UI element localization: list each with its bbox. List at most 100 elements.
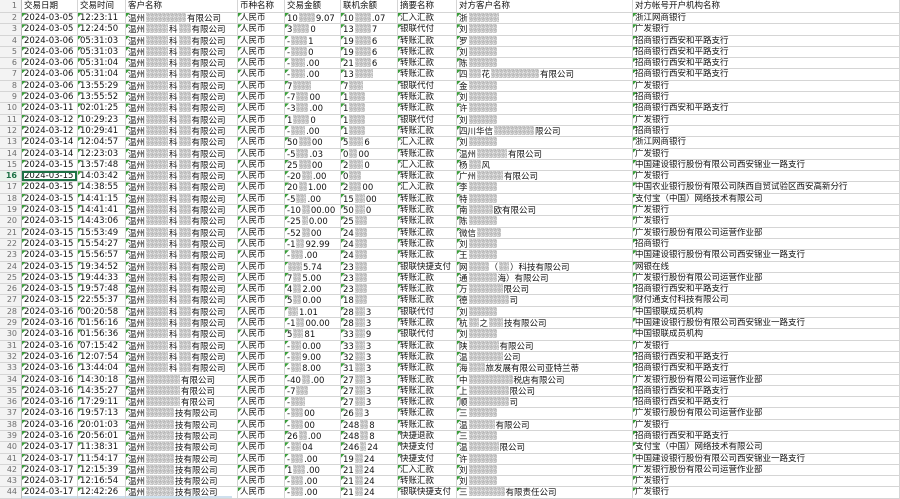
- cell-currency-row30[interactable]: 人民币: [238, 329, 285, 341]
- cell-counterparty-row5[interactable]: 刘: [457, 46, 633, 59]
- cell-summary-row8[interactable]: 银联代付: [398, 80, 457, 93]
- cell-bank-row34[interactable]: 广发银行股份有限公司运营作业部: [633, 374, 900, 386]
- cell-summary-row43[interactable]: 转账汇款: [398, 476, 457, 488]
- cell-currency-row26[interactable]: 人民币: [238, 284, 285, 296]
- cell-counterparty-row10[interactable]: 许: [457, 103, 633, 115]
- cell-summary-row11[interactable]: 银联代付: [398, 114, 457, 126]
- cell-currency-row31[interactable]: 人民币: [238, 340, 285, 352]
- cell-currency-row13[interactable]: 人民币: [238, 137, 285, 149]
- cell-date-row39[interactable]: 2024-03-16: [22, 430, 78, 443]
- cell-customer-row34[interactable]: 温州 有限公司: [126, 374, 238, 386]
- cell-balance-row44[interactable]: 21 24: [341, 487, 398, 499]
- cell-customer-row25[interactable]: 温州科有限公司: [126, 272, 238, 285]
- cell-bank-row39[interactable]: 招商银行西安和平路支行: [633, 430, 900, 443]
- cell-currency-row15[interactable]: 人民币: [238, 159, 285, 172]
- cell-time-row19[interactable]: 14:41:41: [78, 205, 126, 217]
- cell-date-row4[interactable]: 2024-03-06: [22, 35, 78, 47]
- cell-time-row40[interactable]: 11:38:31: [78, 442, 126, 454]
- cell-bank-row31[interactable]: 广发银行: [633, 340, 900, 352]
- cell-date-row36[interactable]: 2024-03-16: [22, 397, 78, 409]
- cell-counterparty-row33[interactable]: 海旅发展有限公司亚特兰蒂: [457, 363, 633, 375]
- cell-date-row24[interactable]: 2024-03-15: [22, 261, 78, 273]
- cell-bank-row30[interactable]: 中国银联成员机构: [633, 329, 900, 341]
- cell-currency-row16[interactable]: 人民币: [238, 171, 285, 183]
- cell-summary-row31[interactable]: 转账汇款: [398, 340, 457, 352]
- cell-customer-row35[interactable]: 温州 有限公司: [126, 385, 238, 398]
- cell-date-row44[interactable]: 2024-03-17: [22, 487, 78, 499]
- cell-balance-row8[interactable]: 7: [341, 80, 398, 93]
- cell-date-row25[interactable]: 2024-03-15: [22, 272, 78, 285]
- cell-time-row4[interactable]: 05:31:03: [78, 35, 126, 47]
- row-header-22[interactable]: 22: [0, 238, 22, 251]
- cell-time-row27[interactable]: 22:55:37: [78, 295, 126, 307]
- cell-bank-row17[interactable]: 中国农业银行股份有限公司陕西自贸试验区西安高新分行: [633, 182, 900, 194]
- cell-time-row5[interactable]: 05:31:03: [78, 46, 126, 59]
- cell-amount-row31[interactable]: -0.00: [285, 340, 341, 352]
- cell-date-row8[interactable]: 2024-03-06: [22, 80, 78, 93]
- cell-counterparty-row39[interactable]: 三: [457, 430, 633, 443]
- cell-bank-row40[interactable]: 支付宝（中国）网络技术有限公司: [633, 442, 900, 454]
- header-cell-amount[interactable]: 交易金额: [285, 0, 341, 13]
- row-header-20[interactable]: 20: [0, 216, 22, 228]
- cell-customer-row3[interactable]: 温州科有限公司: [126, 24, 238, 36]
- cell-balance-row37[interactable]: 26 3: [341, 408, 398, 420]
- cell-bank-row11[interactable]: 广发银行: [633, 114, 900, 126]
- cell-amount-row4[interactable]: -1: [285, 35, 341, 47]
- cell-currency-row38[interactable]: 人民币: [238, 419, 285, 431]
- cell-summary-row34[interactable]: 转账汇款: [398, 374, 457, 386]
- cell-balance-row3[interactable]: 13 7: [341, 24, 398, 36]
- cell-time-row9[interactable]: 13:55:52: [78, 92, 126, 104]
- cell-customer-row11[interactable]: 温州科有限公司: [126, 114, 238, 126]
- cell-amount-row13[interactable]: 50 00: [285, 137, 341, 149]
- cell-time-row29[interactable]: 01:56:16: [78, 318, 126, 330]
- cell-currency-row33[interactable]: 人民币: [238, 363, 285, 375]
- cell-amount-row28[interactable]: 1.01: [285, 306, 341, 319]
- cell-summary-row19[interactable]: 转账汇款: [398, 205, 457, 217]
- cell-amount-row2[interactable]: 10 9.07: [285, 13, 341, 25]
- row-header-4[interactable]: 4: [0, 35, 22, 47]
- cell-date-row26[interactable]: 2024-03-15: [22, 284, 78, 296]
- cell-bank-row35[interactable]: 招商银行西安和平路支行: [633, 385, 900, 398]
- cell-date-row42[interactable]: 2024-03-17: [22, 464, 78, 477]
- cell-balance-row18[interactable]: 15 00: [341, 193, 398, 206]
- cell-counterparty-row32[interactable]: 温公司: [457, 351, 633, 364]
- cell-date-row17[interactable]: 2024-03-15: [22, 182, 78, 194]
- cell-amount-row41[interactable]: - .00: [285, 453, 341, 465]
- cell-currency-row41[interactable]: 人民币: [238, 453, 285, 465]
- row-header-33[interactable]: 33: [0, 363, 22, 375]
- cell-currency-row27[interactable]: 人民币: [238, 295, 285, 307]
- cell-time-row3[interactable]: 12:24:50: [78, 24, 126, 36]
- cell-bank-row6[interactable]: 招商银行西安和平路支行: [633, 58, 900, 70]
- cell-time-row18[interactable]: 14:41:15: [78, 193, 126, 206]
- cell-bank-row8[interactable]: 广发银行: [633, 80, 900, 93]
- cell-summary-row39[interactable]: 快捷退款: [398, 430, 457, 443]
- cell-balance-row2[interactable]: 10.07: [341, 13, 398, 25]
- cell-customer-row9[interactable]: 温州科有限公司: [126, 92, 238, 104]
- cell-bank-row10[interactable]: 招商银行西安和平路支行: [633, 103, 900, 115]
- cell-time-row38[interactable]: 20:01:03: [78, 419, 126, 431]
- row-header-43[interactable]: 43: [0, 476, 22, 488]
- cell-amount-row42[interactable]: 1.00: [285, 464, 341, 477]
- cell-amount-row21[interactable]: -52 00: [285, 227, 341, 239]
- cell-customer-row40[interactable]: 温州 技有限公司: [126, 442, 238, 454]
- cell-balance-row17[interactable]: 2 00: [341, 182, 398, 194]
- cell-balance-row36[interactable]: 27 3: [341, 397, 398, 409]
- cell-amount-row14[interactable]: -5.03: [285, 148, 341, 160]
- row-header-3[interactable]: 3: [0, 24, 22, 36]
- row-header-24[interactable]: 24: [0, 261, 22, 273]
- cell-customer-row26[interactable]: 温州科有限公司: [126, 284, 238, 296]
- cell-balance-row23[interactable]: 24: [341, 250, 398, 262]
- cell-time-row31[interactable]: 07:15:42: [78, 340, 126, 352]
- cell-currency-row5[interactable]: 人民币: [238, 46, 285, 59]
- cell-counterparty-row28[interactable]: 刘: [457, 306, 633, 319]
- cell-currency-row4[interactable]: 人民币: [238, 35, 285, 47]
- cell-counterparty-row27[interactable]: 德司: [457, 295, 633, 307]
- cell-bank-row26[interactable]: 招商银行西安和平路支行: [633, 284, 900, 296]
- cell-balance-row35[interactable]: 27 3: [341, 385, 398, 398]
- cell-customer-row38[interactable]: 温州 技有限公司: [126, 419, 238, 431]
- cell-customer-row12[interactable]: 温州科有限公司: [126, 125, 238, 138]
- cell-counterparty-row14[interactable]: 温州 有限公司: [457, 148, 633, 160]
- row-header-6[interactable]: 6: [0, 58, 22, 70]
- cell-bank-row12[interactable]: 招商银行: [633, 125, 900, 138]
